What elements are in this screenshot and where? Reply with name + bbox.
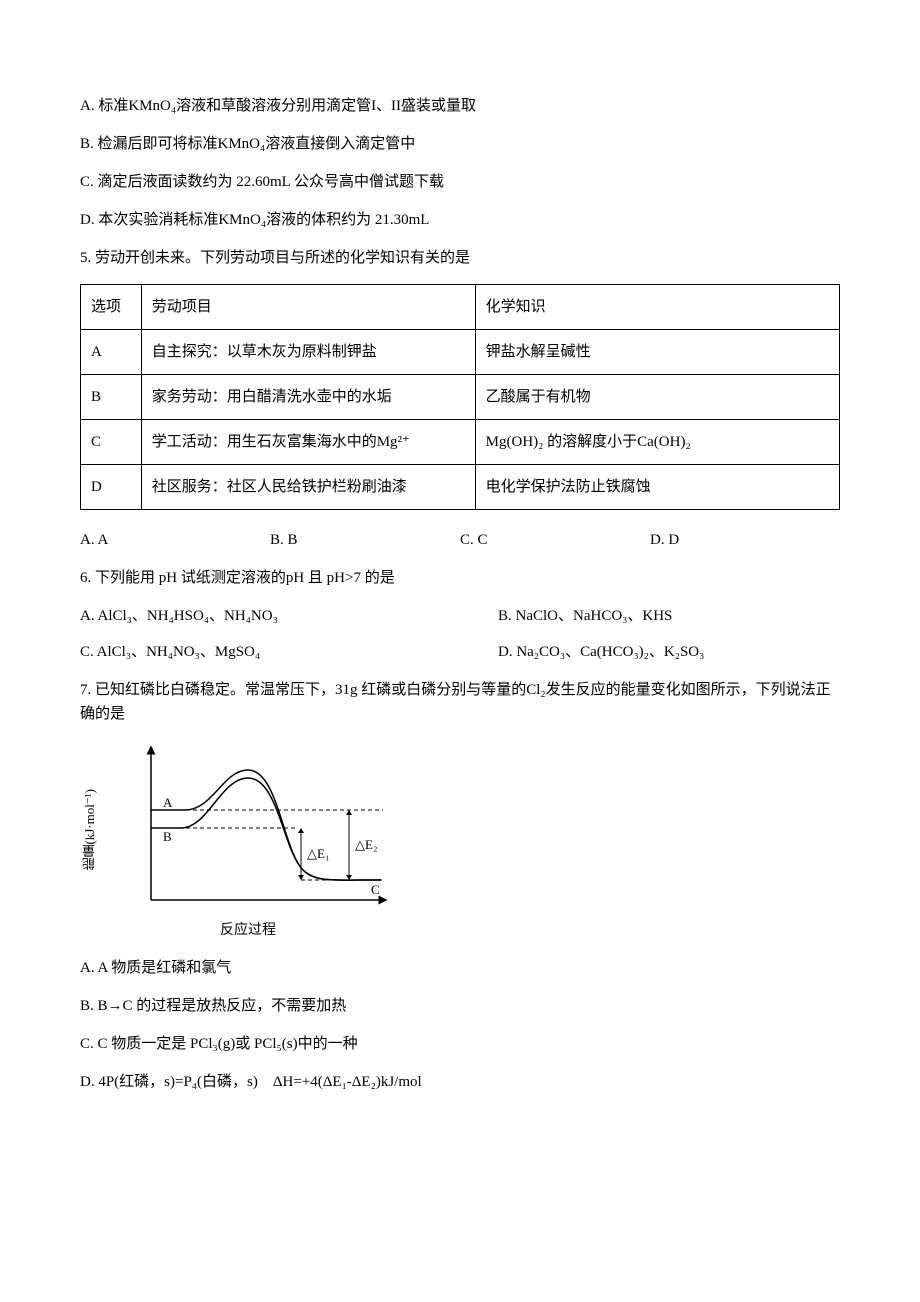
q6-option-c: C. AlCl₃、NH₄NO₃、MgSO₄ [80,640,498,664]
table-row: B 家务劳动：用白醋清洗水壶中的水垢 乙酸属于有机物 [81,375,840,420]
q5-option-b: B. B [270,528,460,552]
cell-knowledge: 电化学保护法防止铁腐蚀 [475,465,839,510]
q6-option-d: D. Na₂CO₃、Ca(HCO₃)₂、K₂SO₃ [498,640,840,664]
svg-text:△E₁: △E₁ [307,846,329,861]
table-row: 选项 劳动项目 化学知识 [81,285,840,330]
q4-option-b: B. 检漏后即可将标准KMnO₄溶液直接倒入滴定管中 [80,132,840,156]
cell-option: A [81,330,142,375]
table-header-project: 劳动项目 [141,285,475,330]
svg-text:△E₂: △E₂ [355,837,377,852]
cell-knowledge: Mg(OH)₂ 的溶解度小于Ca(OH)₂ [475,420,839,465]
q5-table: 选项 劳动项目 化学知识 A 自主探究：以草木灰为原料制钾盐 钾盐水解呈碱性 B… [80,284,840,510]
q6-option-b: B. NaClO、NaHCO₃、KHS [498,604,840,628]
table-header-knowledge: 化学知识 [475,285,839,330]
q5-options: A. A B. B C. C D. D [80,528,840,552]
q7-option-a: A. A 物质是红磷和氯气 [80,956,840,980]
cell-option: B [81,375,142,420]
cell-project: 社区服务：社区人民给铁护栏粉刷油漆 [141,465,475,510]
q6-row2: C. AlCl₃、NH₄NO₃、MgSO₄ D. Na₂CO₃、Ca(HCO₃)… [80,640,840,664]
cell-project: 学工活动：用生石灰富集海水中的Mg²⁺ [141,420,475,465]
cell-project: 自主探究：以草木灰为原料制钾盐 [141,330,475,375]
table-row: A 自主探究：以草木灰为原料制钾盐 钾盐水解呈碱性 [81,330,840,375]
q7-energy-diagram: 能量(kJ·mol⁻¹) A B C △E₁ △E₂ 反应过程 [80,740,840,942]
cell-knowledge: 乙酸属于有机物 [475,375,839,420]
cell-option: C [81,420,142,465]
q5-option-d: D. D [650,528,840,552]
q6-row1: A. AlCl₃、NH₄HSO₄、NH₄NO₃ B. NaClO、NaHCO₃、… [80,604,840,628]
q5-option-a: A. A [80,528,270,552]
svg-text:B: B [163,829,172,844]
yaxis-label: 能量(kJ·mol⁻¹) [80,789,101,871]
q6-option-a: A. AlCl₃、NH₄HSO₄、NH₄NO₃ [80,604,498,628]
energy-chart-svg: A B C △E₁ △E₂ [103,740,393,920]
q7-option-b: B. B→C 的过程是放热反应，不需要加热 [80,994,840,1018]
cell-option: D [81,465,142,510]
q6-stem: 6. 下列能用 pH 试纸测定溶液的pH 且 pH>7 的是 [80,566,840,590]
q5-option-c: C. C [460,528,650,552]
q7-option-d: D. 4P(红磷，s)=P₄(白磷，s) ΔH=+4(ΔE₁-ΔE₂)kJ/mo… [80,1070,840,1094]
q7-option-c: C. C 物质一定是 PCl₃(g)或 PCl₅(s)中的一种 [80,1032,840,1056]
q4-option-c: C. 滴定后液面读数约为 22.60mL 公众号高中僧试题下载 [80,170,840,194]
svg-text:C: C [371,882,380,897]
table-header-option: 选项 [81,285,142,330]
table-row: C 学工活动：用生石灰富集海水中的Mg²⁺ Mg(OH)₂ 的溶解度小于Ca(O… [81,420,840,465]
cell-knowledge: 钾盐水解呈碱性 [475,330,839,375]
xaxis-label: 反应过程 [98,920,398,942]
cell-project: 家务劳动：用白醋清洗水壶中的水垢 [141,375,475,420]
q4-option-a: A. 标准KMnO₄溶液和草酸溶液分别用滴定管I、II盛装或量取 [80,94,840,118]
q7-stem: 7. 已知红磷比白磷稳定。常温常压下，31g 红磷或白磷分别与等量的Cl₂发生反… [80,678,840,726]
table-row: D 社区服务：社区人民给铁护栏粉刷油漆 电化学保护法防止铁腐蚀 [81,465,840,510]
q5-stem: 5. 劳动开创未来。下列劳动项目与所述的化学知识有关的是 [80,246,840,270]
svg-text:A: A [163,795,173,810]
q4-option-d: D. 本次实验消耗标准KMnO₄溶液的体积约为 21.30mL [80,208,840,232]
